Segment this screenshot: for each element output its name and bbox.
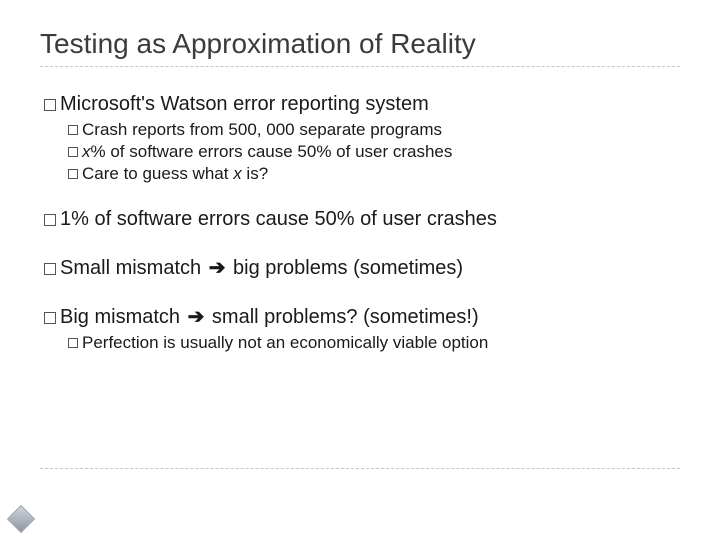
bullet-text: small problems? (sometimes!): [206, 306, 478, 328]
italic-text: x: [82, 142, 91, 161]
bullet-box-icon: [44, 263, 56, 275]
divider-top: [40, 66, 680, 67]
decorative-diamond-icon: [8, 506, 34, 532]
bullet-text: big problems (sometimes): [227, 257, 463, 279]
divider-bottom: [40, 468, 680, 469]
bullet-box-icon: [68, 338, 78, 348]
bullet-l2: Perfection is usually not an economicall…: [40, 333, 680, 353]
bullet-text: Care to guess what: [82, 164, 233, 183]
bullet-box-icon: [44, 214, 56, 226]
bullet-l1: Small mismatch ➔ big problems (sometimes…: [40, 255, 680, 280]
bullet-text: is?: [242, 164, 268, 183]
bullet-l1: Big mismatch ➔ small problems? (sometime…: [40, 304, 680, 329]
bullet-text: Small mismatch: [60, 257, 207, 279]
bullet-box-icon: [68, 169, 78, 179]
slide-title: Testing as Approximation of Reality: [40, 28, 680, 60]
bullet-text: Big mismatch: [60, 306, 186, 328]
bullet-text: % of software errors cause 50% of user c…: [91, 142, 453, 161]
bullet-l1: 1% of software errors cause 50% of user …: [40, 208, 680, 231]
arrow-icon: ➔: [209, 255, 226, 280]
slide: Testing as Approximation of Reality Micr…: [0, 0, 720, 375]
arrow-icon: ➔: [188, 304, 205, 329]
bullet-box-icon: [44, 312, 56, 324]
bullet-l1: Microsoft's Watson error reporting syste…: [40, 93, 680, 116]
bullet-text: Perfection is usually not an economicall…: [82, 333, 488, 352]
bullet-text: 1% of software errors cause 50% of user …: [60, 208, 497, 230]
bullet-box-icon: [68, 147, 78, 157]
bullet-text: Microsoft's Watson error reporting syste…: [60, 93, 429, 115]
bullet-box-icon: [44, 99, 56, 111]
italic-text: x: [233, 164, 242, 183]
bullet-box-icon: [68, 125, 78, 135]
bullet-text: Crash reports from 500, 000 separate pro…: [82, 120, 442, 139]
slide-content: Microsoft's Watson error reporting syste…: [40, 93, 680, 353]
bullet-l2: Care to guess what x is?: [40, 164, 680, 184]
bullet-l2: Crash reports from 500, 000 separate pro…: [40, 120, 680, 140]
bullet-l2: x% of software errors cause 50% of user …: [40, 142, 680, 162]
